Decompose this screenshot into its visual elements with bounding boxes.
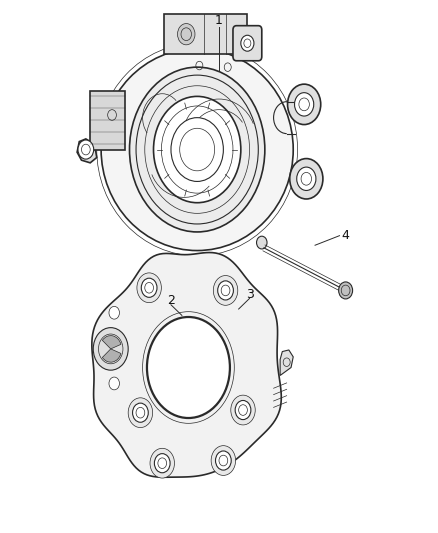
Circle shape (213, 276, 238, 305)
Circle shape (218, 281, 233, 300)
Text: 3: 3 (246, 288, 254, 301)
Text: 2: 2 (167, 294, 175, 307)
Circle shape (141, 278, 157, 297)
Circle shape (231, 395, 255, 425)
Bar (90, 91, 125, 150)
Circle shape (137, 273, 161, 303)
Text: 4: 4 (342, 229, 350, 242)
Circle shape (154, 454, 170, 473)
Bar (164, 14, 247, 54)
Text: 1: 1 (215, 14, 223, 27)
Circle shape (290, 159, 323, 199)
Circle shape (153, 96, 241, 203)
Wedge shape (102, 349, 121, 362)
Circle shape (171, 118, 223, 181)
Circle shape (109, 306, 120, 319)
Circle shape (211, 446, 236, 475)
Circle shape (78, 140, 94, 159)
Ellipse shape (101, 49, 293, 251)
PathPatch shape (77, 139, 97, 163)
Circle shape (147, 317, 230, 418)
Circle shape (177, 23, 195, 45)
Circle shape (257, 236, 267, 249)
Circle shape (215, 451, 231, 470)
Circle shape (288, 84, 321, 125)
Circle shape (128, 398, 152, 427)
Wedge shape (102, 336, 121, 349)
Circle shape (150, 448, 174, 478)
FancyBboxPatch shape (233, 26, 262, 61)
Circle shape (339, 282, 353, 299)
Circle shape (297, 167, 316, 190)
Circle shape (133, 403, 148, 422)
PathPatch shape (92, 253, 281, 477)
Circle shape (241, 35, 254, 51)
PathPatch shape (280, 350, 293, 375)
Circle shape (294, 93, 314, 116)
Circle shape (109, 377, 120, 390)
Circle shape (235, 400, 251, 419)
Circle shape (93, 328, 128, 370)
Circle shape (130, 67, 265, 232)
